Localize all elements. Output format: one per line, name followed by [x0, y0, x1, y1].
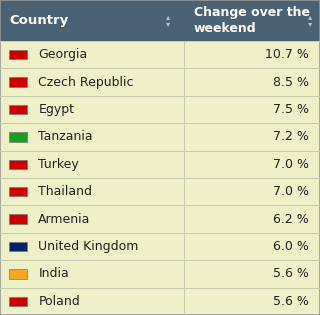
Text: 8.5 %: 8.5 %	[273, 76, 309, 89]
Text: 5.6 %: 5.6 %	[273, 267, 309, 280]
Text: Country: Country	[10, 14, 69, 27]
FancyBboxPatch shape	[9, 214, 27, 224]
Text: 7.0 %: 7.0 %	[273, 185, 309, 198]
Text: Thailand: Thailand	[38, 185, 92, 198]
Text: Turkey: Turkey	[38, 158, 79, 171]
FancyBboxPatch shape	[9, 269, 27, 278]
FancyBboxPatch shape	[9, 132, 27, 142]
FancyBboxPatch shape	[0, 151, 320, 178]
FancyBboxPatch shape	[0, 96, 320, 123]
Text: 10.7 %: 10.7 %	[265, 48, 309, 61]
FancyBboxPatch shape	[9, 159, 27, 169]
Text: United Kingdom: United Kingdom	[38, 240, 139, 253]
Text: Armenia: Armenia	[38, 213, 91, 226]
Text: Egypt: Egypt	[38, 103, 75, 116]
Text: 7.5 %: 7.5 %	[273, 103, 309, 116]
FancyBboxPatch shape	[9, 187, 27, 197]
FancyBboxPatch shape	[9, 242, 27, 251]
FancyBboxPatch shape	[9, 296, 27, 306]
Text: 7.0 %: 7.0 %	[273, 158, 309, 171]
Text: Georgia: Georgia	[38, 48, 88, 61]
Text: 7.2 %: 7.2 %	[273, 130, 309, 143]
FancyBboxPatch shape	[0, 288, 320, 315]
Text: India: India	[38, 267, 69, 280]
FancyBboxPatch shape	[0, 233, 320, 260]
Text: Czech Republic: Czech Republic	[38, 76, 134, 89]
FancyBboxPatch shape	[9, 77, 27, 87]
Text: Change over the
weekend: Change over the weekend	[194, 6, 310, 35]
FancyBboxPatch shape	[0, 178, 320, 205]
FancyBboxPatch shape	[0, 205, 320, 233]
FancyBboxPatch shape	[9, 50, 27, 59]
Text: 6.0 %: 6.0 %	[273, 240, 309, 253]
Text: 5.6 %: 5.6 %	[273, 295, 309, 308]
Text: ▴
▾: ▴ ▾	[166, 13, 170, 28]
FancyBboxPatch shape	[0, 260, 320, 288]
FancyBboxPatch shape	[9, 105, 27, 114]
FancyBboxPatch shape	[0, 0, 320, 41]
Text: Tanzania: Tanzania	[38, 130, 93, 143]
Text: ▴
▾: ▴ ▾	[308, 13, 313, 28]
FancyBboxPatch shape	[0, 68, 320, 96]
Text: Poland: Poland	[38, 295, 80, 308]
FancyBboxPatch shape	[0, 41, 320, 68]
Text: 6.2 %: 6.2 %	[273, 213, 309, 226]
FancyBboxPatch shape	[0, 123, 320, 151]
